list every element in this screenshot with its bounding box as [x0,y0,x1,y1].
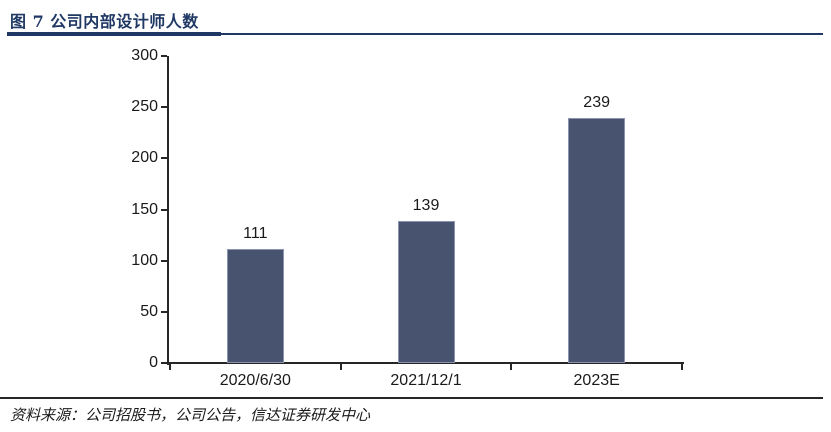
bar-value-label: 239 [583,94,610,112]
y-axis-tick-label: 250 [131,98,158,116]
bar [226,249,284,363]
y-axis-tick-label: 100 [131,251,158,269]
y-axis-tick [161,106,167,109]
bar-value-label: 139 [412,196,440,214]
source-note: 资料来源：公司招股书，公司公告，信达证券研发中心 [10,406,371,424]
bar [568,118,626,363]
y-axis-tick-label: 200 [131,149,158,167]
x-axis-line [167,362,684,364]
x-axis-category-label: 2020/6/30 [219,372,291,389]
y-axis-line [167,56,169,365]
title-rule-thick [7,32,221,36]
y-axis-tick-label: 150 [131,200,158,218]
y-axis-tick [161,310,167,313]
bar [397,220,455,363]
x-axis-tick [169,363,171,370]
figure-title: 图 7 公司内部设计师人数 [10,12,199,31]
x-axis-tick [681,363,683,370]
y-axis-tick [161,157,167,160]
title-rule-thin [7,33,823,35]
y-axis-tick [161,259,167,262]
y-axis-tick-label: 50 [140,302,158,320]
x-axis-category-label: 2023E [573,372,620,389]
x-axis-tick [510,363,513,370]
y-axis-tick [161,208,167,211]
y-axis-tick [161,55,167,57]
y-axis-tick-label: 300 [131,47,158,64]
bottom-rule [0,397,823,399]
bar-value-label: 111 [243,225,268,243]
y-axis-tick-label: 0 [149,354,158,371]
x-axis-category-label: 2021/12/1 [390,372,462,389]
x-axis-tick [339,363,342,370]
y-axis-tick [161,362,167,364]
